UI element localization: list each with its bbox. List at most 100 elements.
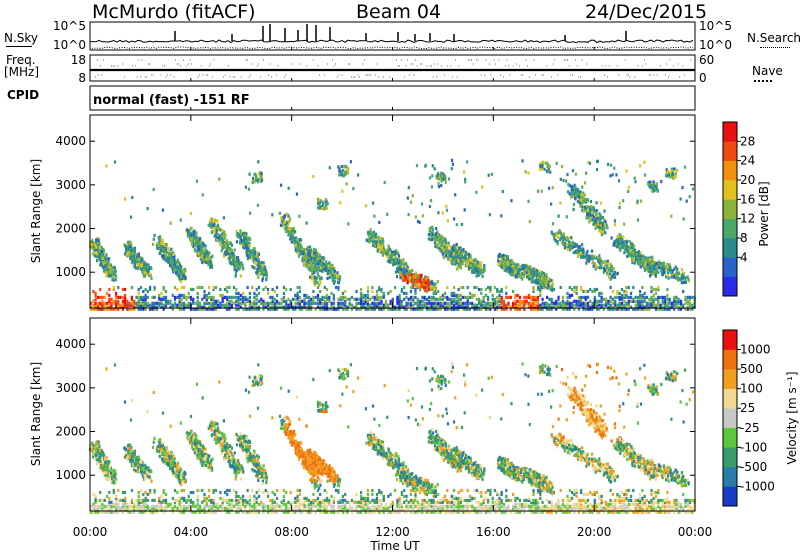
nsky-panel: 10^5 10^0 10^5 10^0: [53, 19, 732, 52]
power-cell: [641, 295, 644, 299]
power-cell: [305, 301, 308, 305]
power-cell: [396, 305, 399, 309]
power-cell: [654, 291, 658, 295]
power-cell: [496, 307, 499, 311]
power-cell: [198, 241, 201, 245]
power-cell: [110, 297, 113, 301]
power-cell: [455, 295, 458, 299]
power-cell: [475, 297, 478, 301]
nsearch-label: N.Search: [747, 31, 800, 45]
power-cell: [459, 285, 462, 290]
power-cell: [466, 285, 469, 290]
power-cell: [536, 287, 540, 292]
power-cell: [144, 297, 147, 301]
power-cell: [330, 291, 333, 295]
power-cell: [133, 265, 136, 269]
power-cell: [94, 303, 97, 307]
power-cell: [136, 266, 139, 270]
power-cell: [200, 241, 203, 246]
power-cell: [641, 307, 644, 311]
power-cell: [536, 299, 540, 303]
power-cell: [176, 287, 179, 292]
power-cell: [332, 305, 335, 309]
power-cell: [666, 297, 669, 301]
power-cell: [248, 307, 251, 311]
power-cell: [436, 280, 439, 284]
power-cell: [173, 295, 177, 299]
power-cell: [306, 263, 309, 267]
power-cell: [566, 303, 569, 307]
power-cell: [214, 299, 217, 303]
power-cell: [614, 303, 617, 307]
power-cell: [226, 243, 229, 247]
power-cell: [380, 289, 383, 294]
power-cell: [439, 248, 442, 252]
power-cell: [112, 299, 115, 303]
power-cell: [639, 303, 642, 307]
power-cell: [691, 305, 694, 309]
power-cell: [559, 231, 562, 235]
power-cell: [310, 297, 313, 301]
power-cell: [288, 217, 292, 221]
power-cell: [178, 297, 181, 301]
power-cell: [161, 240, 164, 244]
power-cell: [279, 223, 283, 227]
power-cell: [577, 299, 580, 303]
power-cell: [618, 234, 621, 238]
power-cell: [514, 307, 517, 311]
power-cell: [209, 262, 212, 267]
power-cell: [632, 297, 635, 301]
power-cell: [187, 231, 190, 235]
power-cell: [598, 293, 601, 297]
power-cell: [223, 254, 226, 258]
power-cell: [115, 293, 118, 297]
power-cell: [208, 295, 211, 299]
power-cell: [496, 287, 499, 292]
power-cell: [362, 301, 365, 305]
power-cell: [620, 297, 624, 301]
power-cell: [193, 241, 196, 245]
power-cell: [319, 277, 322, 281]
power-cell: [580, 248, 583, 252]
power-cell: [412, 297, 415, 301]
power-cell: [421, 305, 424, 309]
power-cell: [466, 299, 469, 303]
power-cell: [686, 307, 689, 311]
power-cell: [450, 305, 453, 309]
power-cell: [226, 305, 229, 309]
power-cell: [404, 275, 407, 279]
power-cell: [112, 287, 115, 292]
power-cell: [614, 239, 617, 243]
power-cell: [391, 307, 394, 311]
power-cell: [657, 295, 660, 299]
power-cell: [223, 236, 226, 240]
power-cell: [255, 297, 258, 301]
power-cell: [99, 301, 102, 305]
power-cell: [328, 261, 331, 265]
power-cell: [514, 293, 517, 297]
power-cell: [94, 245, 98, 249]
power-cell: [305, 295, 308, 299]
power-cell: [219, 303, 222, 307]
power-cell: [625, 301, 628, 305]
power-cell: [167, 251, 170, 255]
power-cell: [398, 293, 401, 297]
power-cell: [178, 303, 181, 307]
power-cell: [405, 301, 408, 305]
power-cell: [609, 307, 612, 311]
power-cell: [225, 245, 228, 249]
power-cell: [144, 299, 147, 303]
power-cell: [555, 299, 558, 303]
power-cell: [462, 285, 465, 290]
power-cell: [570, 236, 573, 240]
power-cell: [443, 307, 447, 311]
power-cell: [639, 251, 642, 255]
power-cell: [135, 301, 138, 305]
power-cell: [498, 299, 501, 303]
power-cell: [456, 246, 459, 250]
power-cell: [330, 307, 333, 311]
power-cell: [571, 293, 574, 297]
power-cell: [566, 291, 569, 295]
power-cell: [514, 299, 517, 303]
power-cell: [246, 285, 249, 290]
